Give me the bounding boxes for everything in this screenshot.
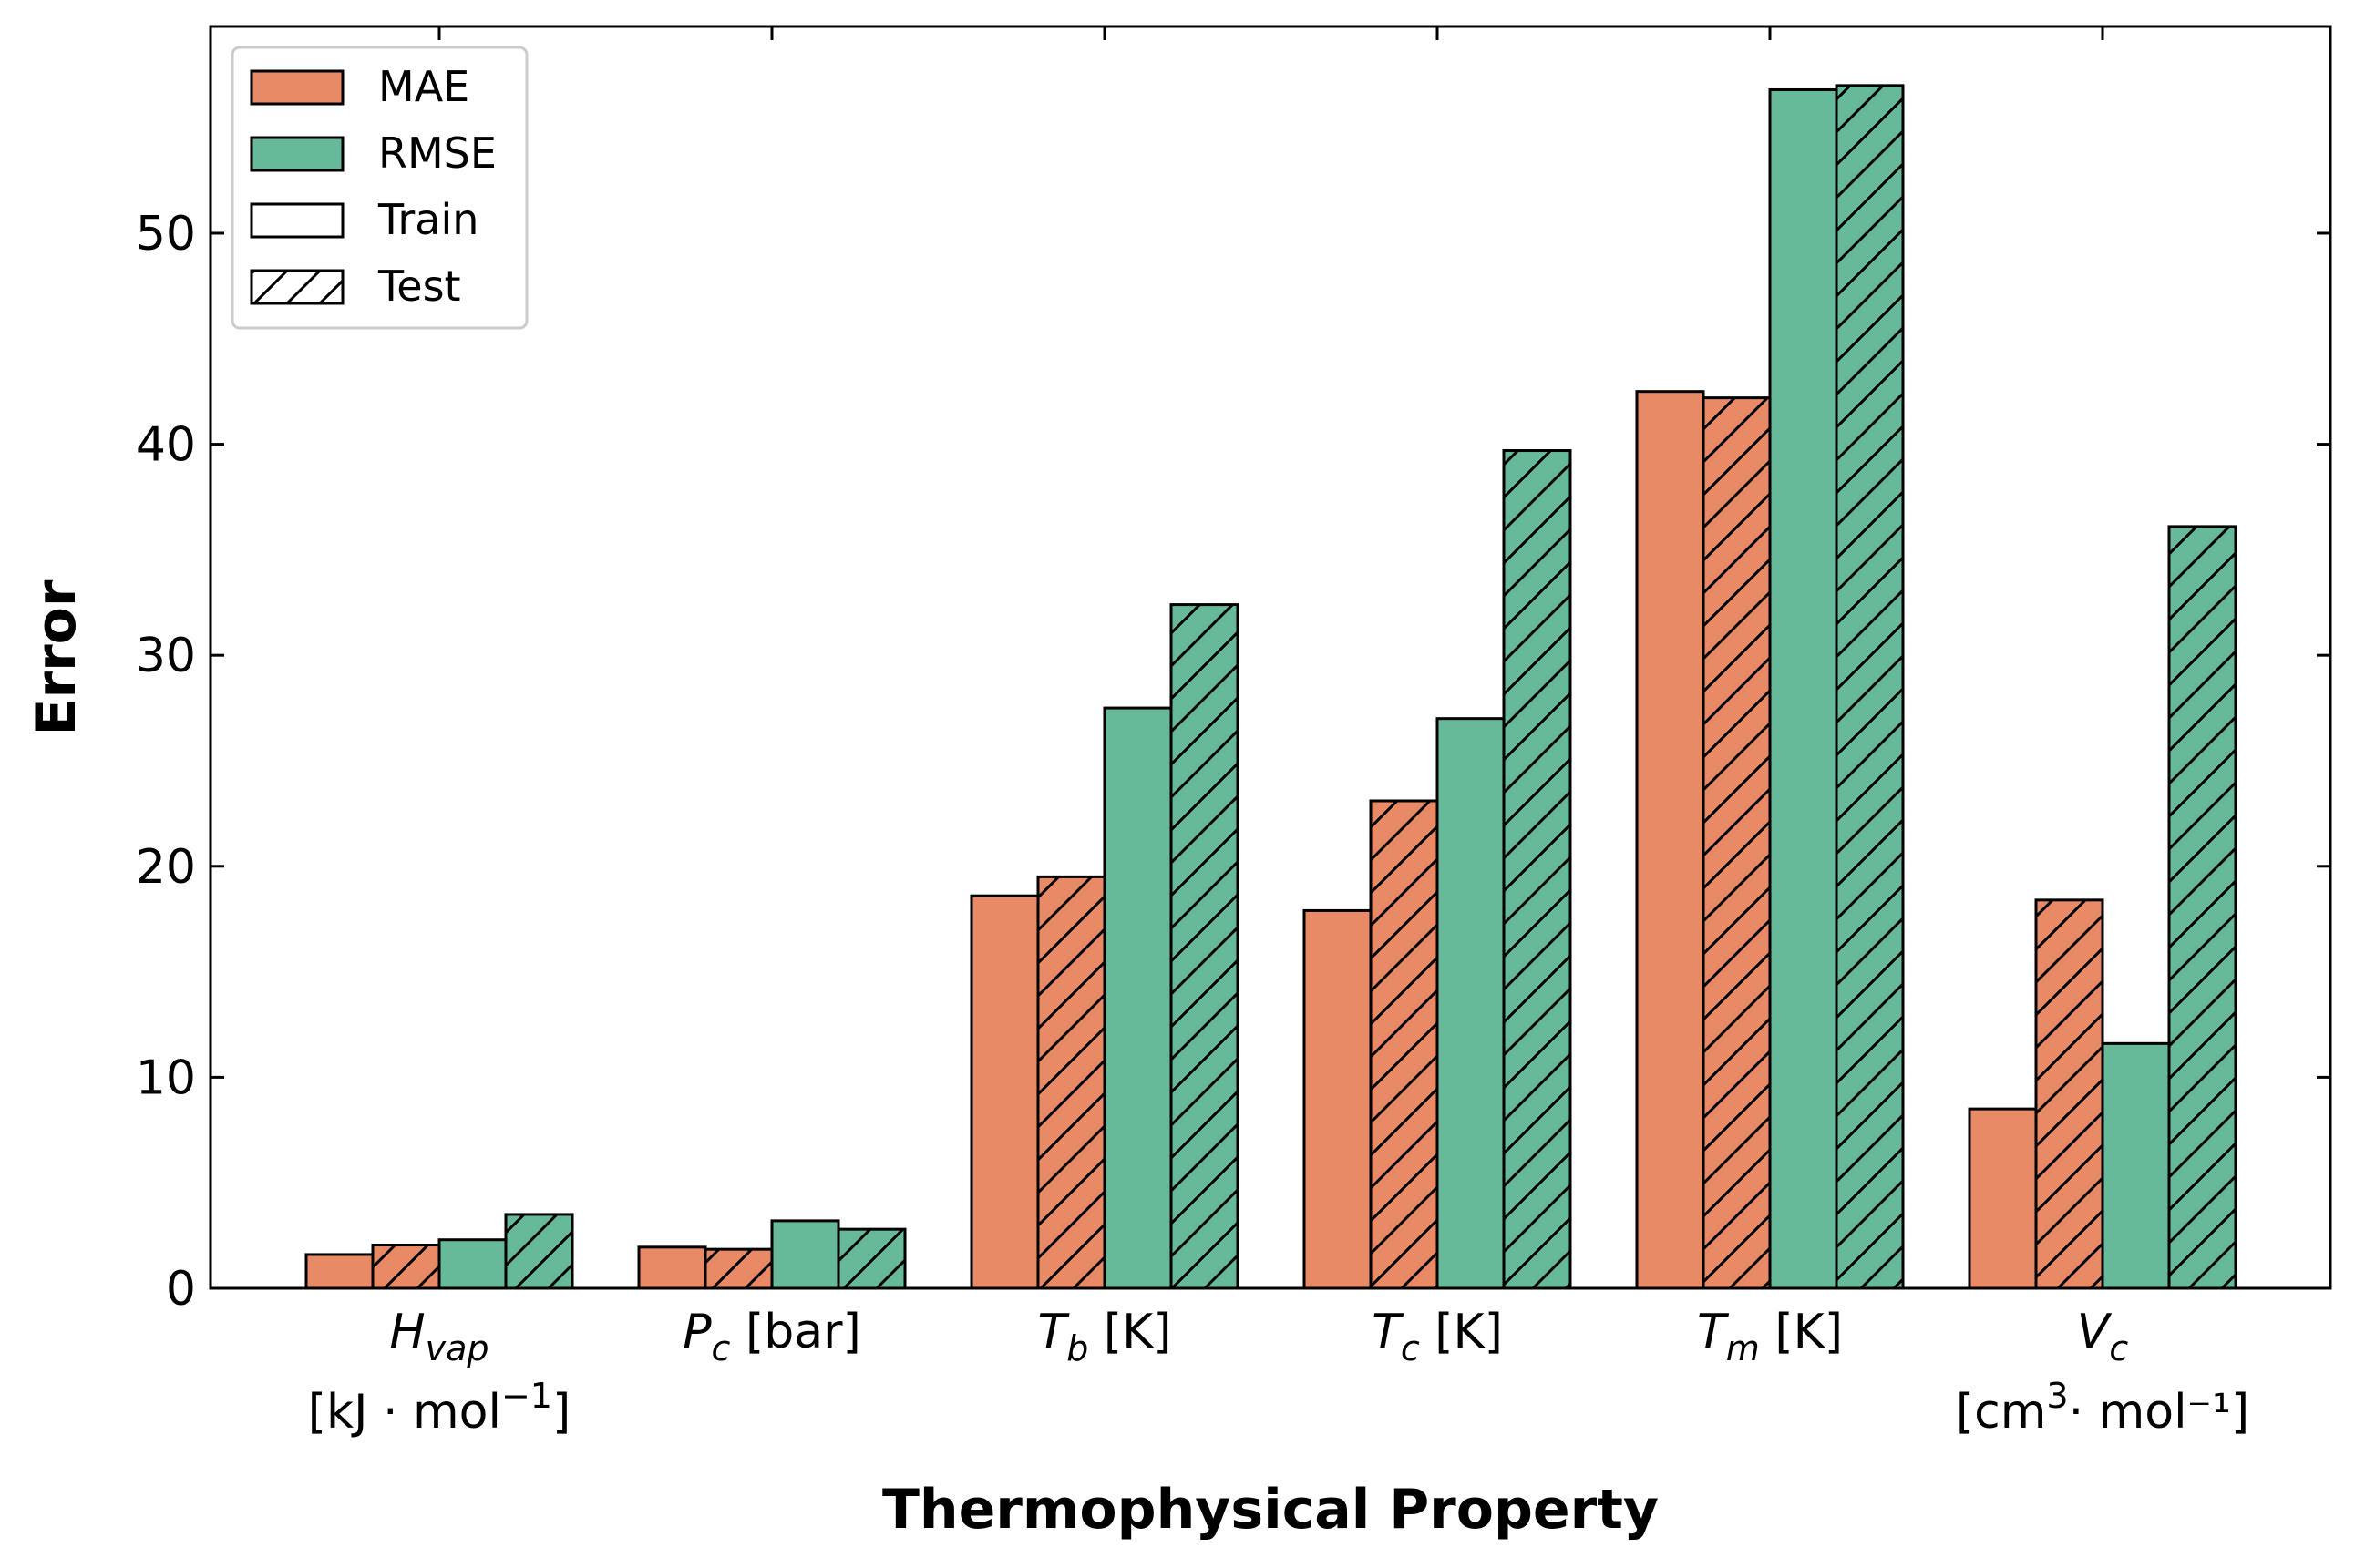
bar-hatch-overlay [2169, 526, 2236, 1288]
bar-hatch-overlay [1504, 450, 1570, 1289]
legend-label: MAE [378, 62, 469, 111]
bar-rmse-train-0 [439, 1239, 506, 1288]
bar-hatch-overlay [373, 1245, 439, 1288]
y-tick-label: 10 [136, 1050, 196, 1105]
bar-hatch-overlay [1836, 85, 1903, 1289]
x-tick-label-unit: [cm3· mol⁻¹] [1956, 1376, 2249, 1440]
bar-rmse-train-4 [1770, 89, 1836, 1289]
plot-background [211, 26, 2330, 1288]
bar-rmse-train-3 [1437, 718, 1504, 1288]
x-tick-label: Tc [K] [1372, 1305, 1503, 1368]
legend-swatch-outline [250, 202, 345, 239]
bar-rmse-train-1 [772, 1220, 838, 1288]
bar-hatch-overlay [2036, 899, 2103, 1288]
x-tick-label: Tb [K] [1037, 1305, 1171, 1368]
legend-swatch [252, 71, 343, 104]
y-tick-label: 20 [136, 840, 196, 895]
bar-mae-train-3 [1304, 910, 1371, 1288]
legend: MAE RMSE Train Test [231, 46, 529, 330]
bar-hatch-overlay [1038, 876, 1105, 1288]
bar-mae-train-2 [972, 896, 1038, 1288]
y-tick-label: 30 [136, 629, 196, 683]
bar-hatch-overlay [1703, 397, 1770, 1288]
bar-hatch-overlay [705, 1249, 772, 1288]
x-tick-label: Pc [bar] [683, 1305, 861, 1368]
x-tick-label: Hvap [389, 1305, 488, 1368]
legend-box [231, 46, 529, 330]
x-axis-title: Thermophysical Property [882, 1478, 1659, 1542]
x-tick-label: Vc [2077, 1305, 2129, 1368]
bar-mae-train-4 [1637, 391, 1703, 1288]
bar-rmse-train-5 [2103, 1043, 2169, 1288]
y-tick-label: 40 [136, 418, 196, 473]
bar-hatch-overlay [1371, 800, 1437, 1288]
legend-swatch [252, 204, 343, 237]
y-tick-label: 0 [166, 1262, 196, 1317]
y-axis-title: Error [25, 579, 88, 735]
bar-mae-train-1 [639, 1246, 705, 1288]
x-tick-label: Tm [K] [1697, 1305, 1843, 1368]
legend-label: Train [377, 195, 478, 244]
y-tick-label: 50 [136, 207, 196, 261]
x-tick-label-unit: [kJ · mol−1] [308, 1376, 571, 1440]
legend-label: RMSE [378, 128, 497, 178]
legend-swatch-outline [250, 69, 345, 106]
bar-rmse-train-2 [1105, 708, 1171, 1288]
legend-swatch-hatch [252, 271, 343, 303]
ticks-layer: 0 10 20 30 40 50 [136, 26, 2330, 1317]
bars-layer [304, 84, 2237, 1290]
legend-label: Test [377, 261, 461, 311]
legend-swatch-outline [250, 269, 345, 305]
x-tick-labels: Hvap [kJ · mol−1] Pc [bar] Tb [K] Tc [K] Tm [… [308, 1305, 2249, 1440]
bar-hatch-overlay [838, 1229, 905, 1288]
legend-swatch [252, 138, 343, 170]
bar-hatch-overlay [1171, 604, 1238, 1288]
legend-swatch-outline [250, 136, 345, 172]
plot-frame [209, 25, 2332, 1290]
bar-mae-train-5 [1969, 1109, 2036, 1288]
bar-mae-train-0 [306, 1254, 373, 1288]
bar-hatch-overlay [506, 1214, 572, 1288]
